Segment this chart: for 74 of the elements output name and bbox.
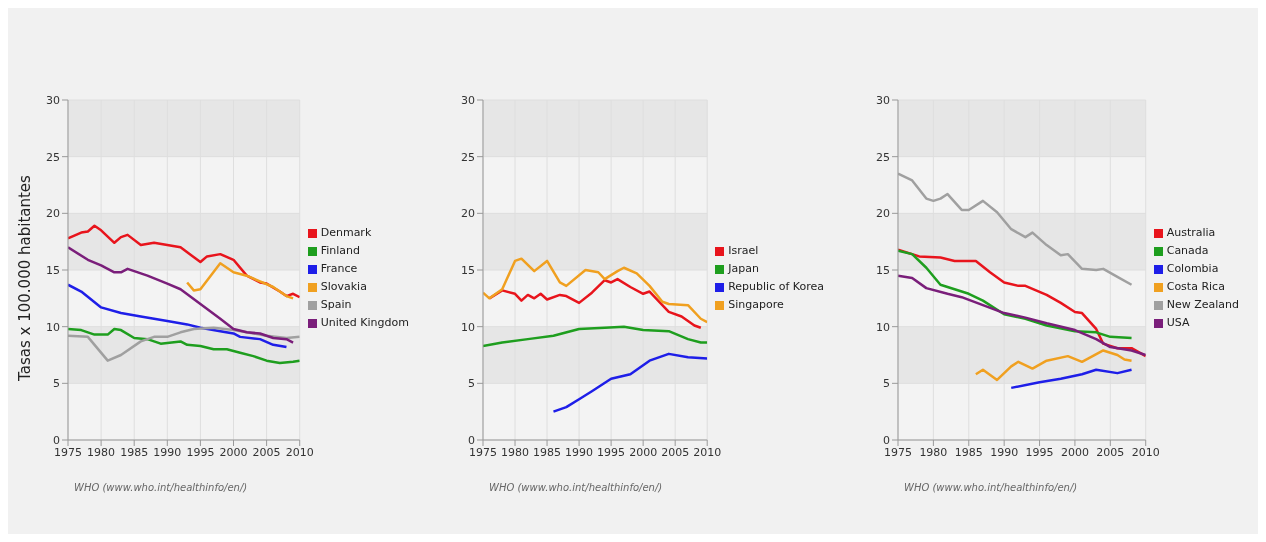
y-tick-label: 15 [46,263,60,277]
y-tick-label: 20 [46,207,60,221]
y-tick-label: 25 [461,150,475,164]
legend-label: Denmark [320,226,372,239]
line-series [1009,368,1133,390]
legend-label: Costa Rica [1166,280,1225,293]
x-tick-label: 1985 [954,445,983,459]
y-tick-label: 30 [46,93,60,107]
y-tick-label: 5 [53,377,60,391]
x-tick-label: 1980 [501,445,530,459]
legend-label: Australia [1166,226,1216,239]
x-tick-label: 1975 [54,445,82,459]
legend-label: New Zealand [1166,298,1239,311]
y-tick-label: 25 [876,150,890,164]
x-tick-label: 2010 [1131,445,1160,459]
x-tick-label: 2000 [219,445,248,459]
legend-label: Singapore [728,298,784,311]
legend-label: Israel [728,244,759,257]
y-axis-title: Tasas x 100.000 habitantes [16,175,34,381]
legend-label: Canada [1166,244,1209,257]
x-tick-label: 2005 [1096,445,1125,459]
y-tick-label: 5 [468,377,475,391]
x-tick-label: 1995 [1025,445,1054,459]
x-tick-label: 2000 [629,445,658,459]
legend-label: Spain [320,298,352,311]
x-tick-label: 2010 [285,445,314,459]
x-tick-label: 1990 [990,445,1019,459]
y-tick-label: 30 [461,93,475,107]
y-tick-label: 10 [46,320,60,334]
y-tick-label: 20 [876,207,890,221]
x-tick-label: 1980 [87,445,116,459]
y-tick-label: 5 [883,377,890,391]
line-series [552,352,708,413]
legend-label: Slovakia [320,280,367,293]
line-series [68,283,288,349]
y-tick-label: 0 [468,433,475,447]
y-tick-label: 25 [46,150,60,164]
line-series [898,274,1146,357]
y-tick-label: 10 [876,320,890,334]
legend-label: Republic of Korea [728,280,824,293]
text: WHO (www.who.int/healthinfo/en/) [74,482,249,493]
x-tick-label: 1980 [919,445,948,459]
text: WHO (www.who.int/healthinfo/en/) [489,482,664,493]
y-tick-label: 15 [461,263,475,277]
y-tick-label: 0 [53,433,60,447]
x-tick-label: 2005 [252,445,281,459]
line-series [483,257,708,324]
legend-label: Japan [728,262,759,275]
y-tick-label: 15 [876,263,890,277]
line-series [974,349,1133,382]
legend-label: Finland [320,244,361,257]
x-tick-label: 1985 [120,445,149,459]
line-series [483,325,708,348]
x-tick-label: 2000 [1060,445,1089,459]
y-tick-label: 0 [883,433,890,447]
line-series [68,246,295,344]
x-tick-label: 1990 [153,445,182,459]
x-tick-label: 2005 [661,445,690,459]
y-tick-label: 10 [461,320,475,334]
x-tick-label: 1985 [533,445,562,459]
x-tick-label: 1975 [469,445,497,459]
x-tick-label: 1995 [186,445,215,459]
legend-label: United Kingdom [320,316,409,329]
y-tick-label: 20 [461,207,475,221]
line-series [185,261,295,300]
legend-label: France [320,262,358,275]
x-tick-label: 1995 [597,445,626,459]
text: WHO (www.who.int/healthinfo/en/) [904,482,1079,493]
x-tick-label: 2010 [693,445,722,459]
legend-label: Colombia [1166,262,1219,275]
x-tick-label: 1990 [565,445,594,459]
x-tick-label: 1975 [884,445,912,459]
legend-label: USA [1166,316,1190,329]
y-tick-label: 30 [876,93,890,107]
